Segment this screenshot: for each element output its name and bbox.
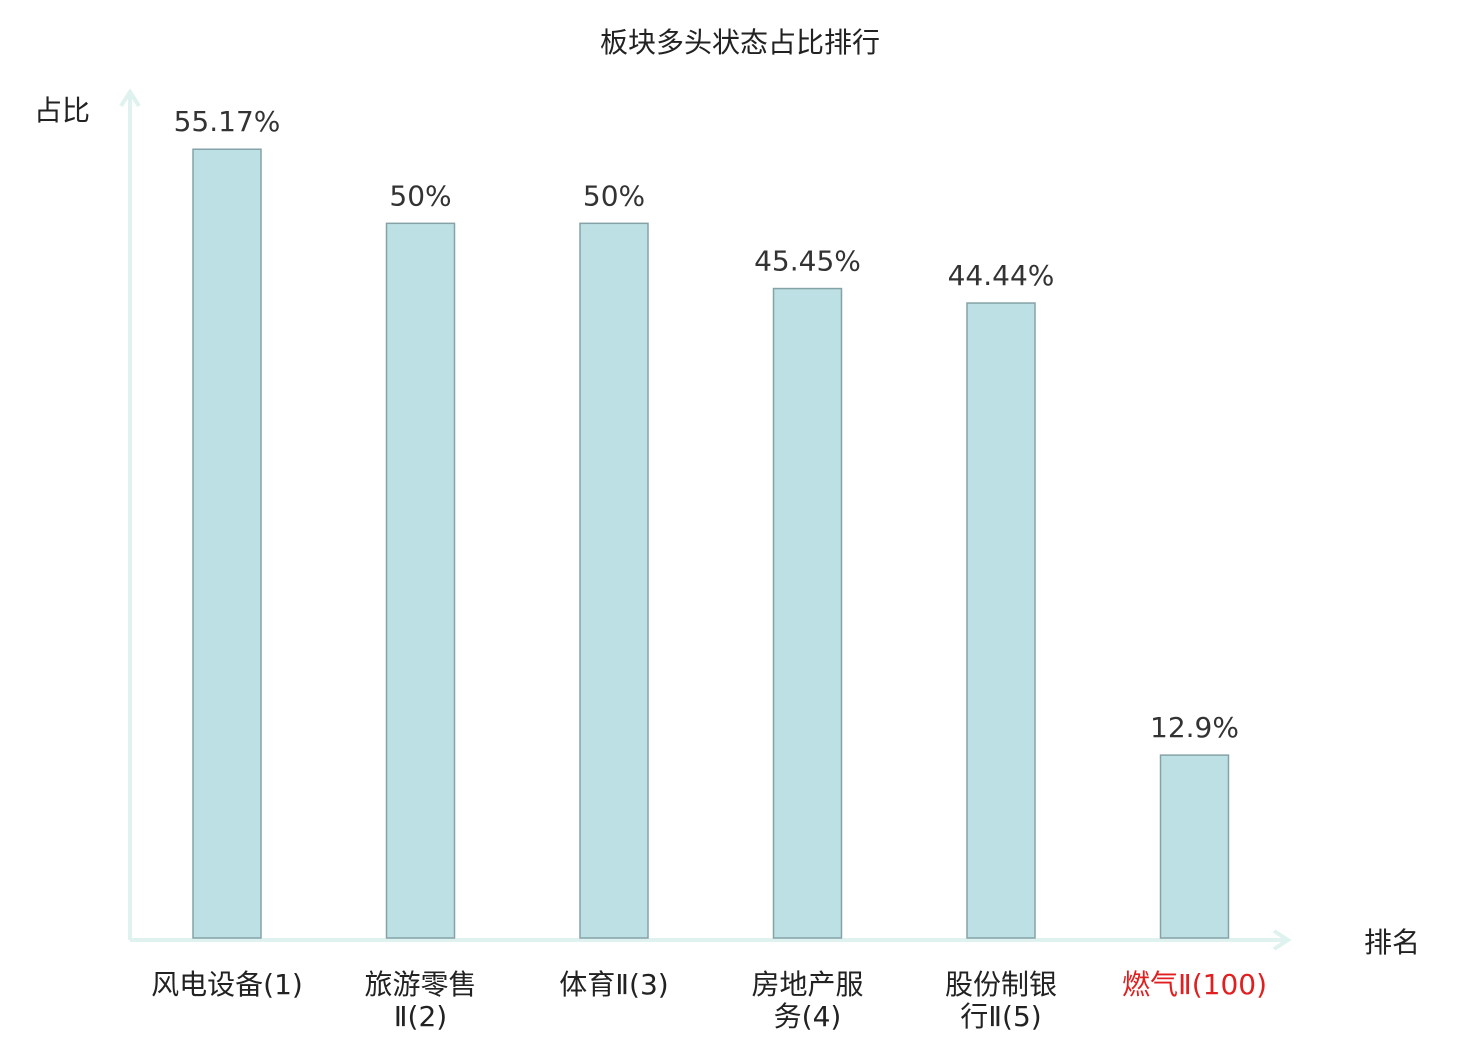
x-axis-label: 排名 [1364,926,1420,959]
x-tick-label: 旅游零售 Ⅱ(2) [364,968,476,1033]
bar [966,302,1036,939]
x-tick-labels-group: 风电设备(1) 旅游零售 Ⅱ(2) 体育Ⅱ(3) 房地产服务(4) 股份制银行Ⅱ(5) 燃气… [151,968,1267,1033]
axes [119,88,1292,951]
bar [192,148,262,939]
x-axis-arrow [1272,929,1292,951]
bar-value-label: 12.9% [1150,711,1239,744]
bar-value-label: 50% [389,179,451,212]
x-tick-label: 房地产服务(4) [751,968,863,1033]
x-tick-label-line: 燃气Ⅱ(100) [1122,968,1267,1001]
bars-group [192,148,1230,939]
x-tick-label-line: 风电设备(1) [151,968,303,1001]
x-tick-label: 体育Ⅱ(3) [559,968,668,1001]
x-tick-label-line: 体育Ⅱ(3) [559,968,668,1001]
x-tick-label-line: 房地产服 [751,968,863,1001]
bar [1159,754,1230,939]
bar-value-label: 50% [583,179,645,212]
bar-value-label: 44.44% [948,259,1055,292]
y-axis-label: 占比 [34,94,90,127]
x-tick-label: 股份制银行Ⅱ(5) [945,968,1057,1033]
bar [772,287,843,939]
x-tick-label-line: Ⅱ(2) [394,1000,447,1033]
bar-value-label: 45.45% [754,245,861,278]
y-axis-arrow [119,88,141,108]
chart-title: 板块多头状态占比排行 [600,26,880,59]
x-tick-label-line: 股份制银 [945,968,1057,1001]
x-tick-label-line: 务(4) [774,1000,842,1033]
x-tick-label-line: 旅游零售 [364,968,476,1001]
bar-value-label: 55.17% [174,105,281,138]
bar [579,222,649,939]
x-tick-label-line: 行Ⅱ(5) [960,1000,1041,1033]
value-labels-group: 55.17% 50% 50% 45.45% 44.44% 12.9% [174,105,1239,744]
x-tick-label: 风电设备(1) [151,968,303,1001]
x-tick-label: 燃气Ⅱ(100) [1122,968,1267,1001]
bar [385,222,456,939]
